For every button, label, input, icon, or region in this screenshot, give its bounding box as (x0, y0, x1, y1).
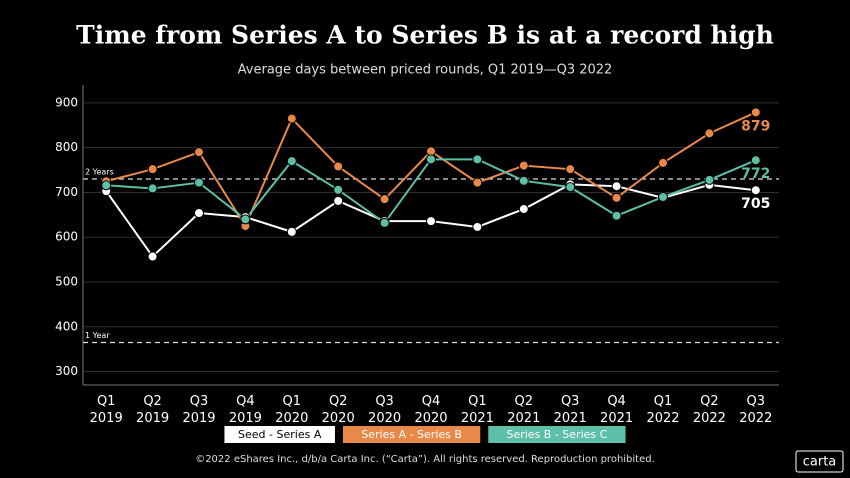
legend-swatch (342, 426, 481, 443)
y-tick-label: 500 (55, 275, 78, 289)
y-tick-label: 700 (55, 185, 78, 199)
x-tick-label: Q1 2019 (90, 394, 123, 426)
legend-label: Series B - Series C (506, 428, 607, 441)
point (194, 147, 204, 158)
point (333, 184, 344, 195)
x-tick-label: Q2 2020 (322, 394, 355, 426)
x-tick-label: Q4 2020 (414, 394, 447, 426)
point (565, 164, 576, 175)
point (565, 182, 576, 193)
x-tick-label: Q2 2021 (507, 394, 540, 426)
point (472, 221, 483, 232)
point (426, 154, 436, 165)
point (286, 113, 297, 124)
x-tick-label: Q3 2019 (182, 394, 215, 426)
legend-label: Seed - Series A (238, 428, 322, 441)
point (704, 174, 715, 185)
x-tick-label: Q2 2022 (693, 394, 726, 426)
x-tick-label: Q3 2020 (368, 394, 401, 426)
legend-swatch (224, 426, 335, 443)
point (750, 185, 761, 196)
x-tick-label: Q1 2021 (461, 394, 494, 426)
y-tick-label: 800 (55, 140, 78, 154)
value-label: 879 (741, 118, 770, 134)
point (518, 175, 529, 186)
reference-label: 1 Year (85, 331, 110, 340)
point (101, 180, 112, 191)
x-tick-label: Q3 2022 (739, 394, 772, 426)
point (333, 195, 344, 206)
x-tick-label: Q4 2019 (229, 394, 262, 426)
point (379, 217, 390, 228)
point (611, 181, 622, 192)
logo-box (795, 450, 844, 473)
point (333, 161, 344, 172)
y-tick-label: 900 (55, 95, 78, 109)
point (286, 226, 297, 237)
point (658, 191, 668, 202)
chart-title: Time from Series A to Series B is at a r… (76, 21, 774, 50)
legend-label: Series A - Series B (361, 428, 462, 441)
value-label: 705 (741, 196, 770, 212)
y-tick-label: 300 (55, 364, 78, 378)
point (704, 128, 715, 139)
x-tick-label: Q3 2021 (554, 394, 587, 426)
logo: carta (803, 455, 837, 470)
reference-label: 2 Years (85, 168, 114, 177)
x-tick-label: Q1 2022 (646, 394, 679, 426)
point (147, 164, 158, 175)
point (658, 157, 668, 168)
x-tick-label: Q4 2021 (600, 394, 633, 426)
y-tick-label: 600 (55, 230, 78, 244)
point (426, 216, 436, 227)
point (194, 208, 204, 219)
point (518, 160, 529, 171)
point (750, 107, 761, 118)
x-tick-label: Q2 2019 (136, 394, 169, 426)
legend-swatch (488, 426, 626, 443)
value-label: 772 (741, 166, 770, 182)
point (147, 251, 158, 262)
x-tick-label: Q1 2020 (275, 394, 308, 426)
point (194, 177, 204, 188)
y-tick-label: 400 (55, 319, 78, 333)
point (147, 183, 158, 194)
point (286, 156, 297, 167)
point (750, 155, 761, 166)
point (379, 194, 390, 205)
chart-subtitle: Average days between priced rounds, Q1 2… (238, 63, 613, 78)
point (518, 204, 529, 215)
footer: ©2022 eShares Inc., d/b/a Carta Inc. (“C… (195, 454, 655, 465)
point (472, 154, 483, 165)
point (611, 192, 622, 203)
point (472, 177, 483, 188)
point (611, 210, 622, 221)
point (240, 214, 251, 225)
